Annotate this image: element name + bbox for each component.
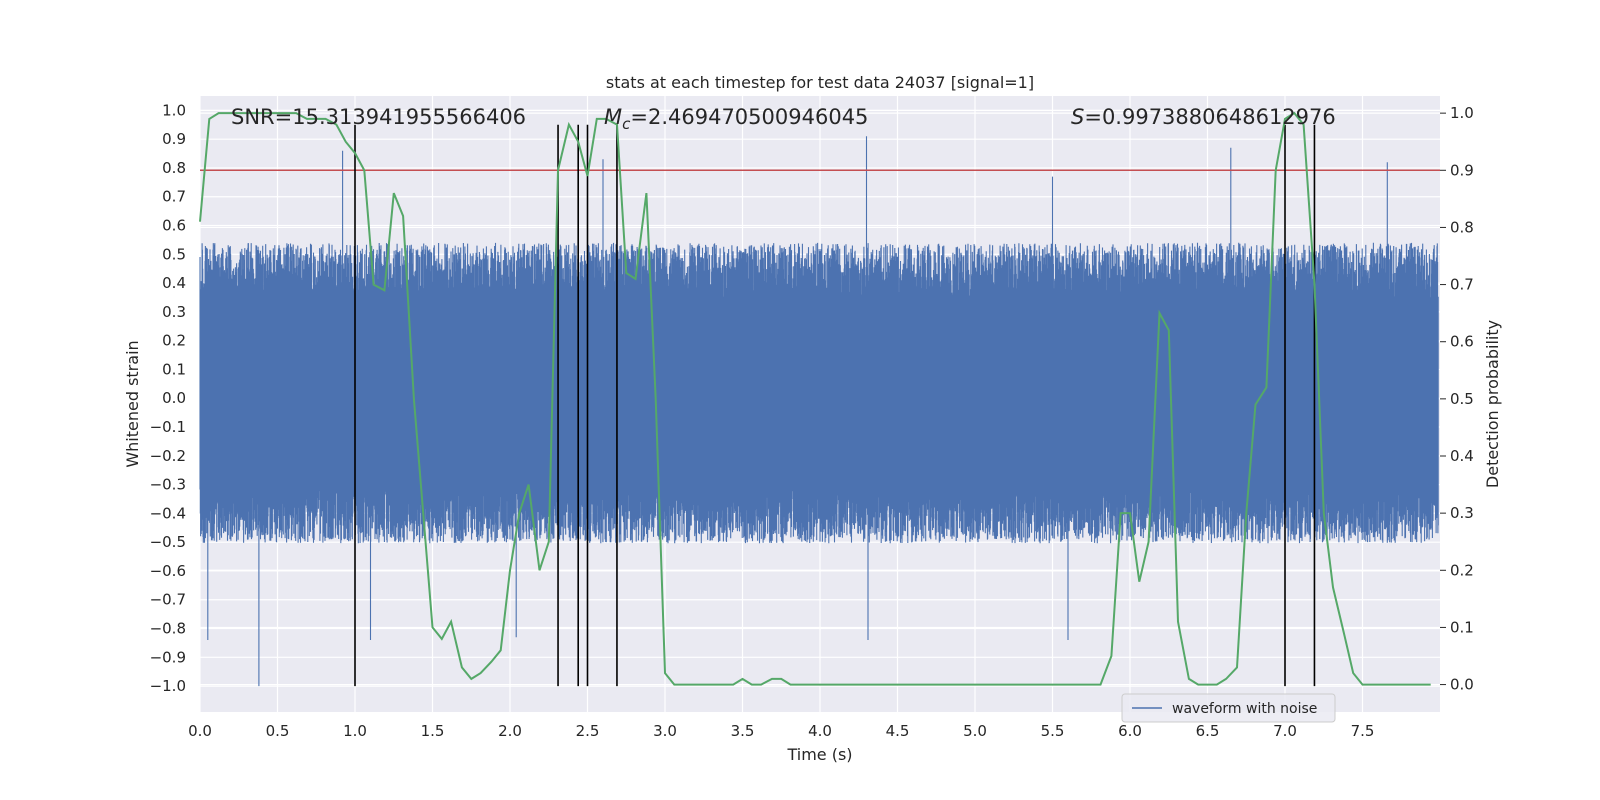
x-tick-label: 1.0 bbox=[343, 722, 367, 740]
x-tick-label: 5.0 bbox=[963, 722, 987, 740]
x-tick-label: 6.0 bbox=[1118, 722, 1142, 740]
y-left-tick-label: −0.2 bbox=[150, 447, 186, 465]
y-right-tick-label: 0.4 bbox=[1450, 447, 1474, 465]
x-tick-label: 7.5 bbox=[1351, 722, 1375, 740]
chirp-mass-value: =2.469470500946045 bbox=[630, 105, 868, 129]
y-left-tick-label: 0.8 bbox=[162, 159, 186, 177]
x-tick-label: 3.0 bbox=[653, 722, 677, 740]
x-axis-label: Time (s) bbox=[786, 745, 852, 764]
y-right-tick-label: 0.9 bbox=[1450, 161, 1474, 179]
legend-box bbox=[1121, 693, 1336, 723]
significance-symbol: S bbox=[1071, 105, 1084, 129]
y-right-tick-label: 1.0 bbox=[1450, 104, 1474, 122]
significance-value: =0.9973880648612976 bbox=[1084, 105, 1335, 129]
snr-annotation: SNR=15.313941955566406 bbox=[231, 105, 526, 129]
y-left-tick-label: −1.0 bbox=[150, 677, 186, 695]
y-left-tick-label: 0.1 bbox=[162, 360, 186, 378]
y-right-tick-label: 0.3 bbox=[1450, 504, 1474, 522]
probability-series bbox=[199, 111, 1431, 686]
y-right-tick-label: 0.5 bbox=[1450, 390, 1474, 408]
x-tick-label: 0.0 bbox=[188, 722, 212, 740]
y-left-tick-label: −0.4 bbox=[150, 504, 186, 522]
y-left-tick-label: 0.9 bbox=[162, 130, 186, 148]
x-tick-label: 2.5 bbox=[576, 722, 600, 740]
y-right-tick-label: 0.8 bbox=[1450, 218, 1474, 236]
x-tick-label: 1.5 bbox=[421, 722, 445, 740]
y-left-tick-label: −0.7 bbox=[150, 591, 186, 609]
y-left-tick-label: 0.7 bbox=[162, 188, 186, 206]
legend-label-waveform: waveform with noise bbox=[1172, 701, 1317, 717]
x-axis-ticks: 0.0 0.5 1.0 1.5 2.0 2.5 3.0 3.5 4.0 4.5 5.0 5.5 6.0 6… bbox=[188, 722, 1374, 740]
chirp-mass-subscript: c bbox=[622, 115, 631, 133]
y-left-tick-label: 0.4 bbox=[162, 274, 186, 292]
event-markers bbox=[354, 124, 1316, 687]
y-left-tick-label: 0.6 bbox=[162, 217, 186, 235]
y-left-axis-label: Whitened strain bbox=[123, 340, 142, 467]
y-left-tick-label: 0.2 bbox=[162, 332, 186, 350]
y-right-axis-ticks: 1.0 0.9 0.8 0.7 0.6 0.5 0.4 0.3 0.2 0.1 0.0 bbox=[1440, 104, 1474, 694]
y-left-tick-label: 1.0 bbox=[162, 101, 186, 119]
y-left-tick-label: 0.3 bbox=[162, 303, 186, 321]
y-right-tick-label: 0.1 bbox=[1450, 618, 1474, 636]
y-left-tick-label: −0.5 bbox=[150, 533, 186, 551]
y-left-tick-label: −0.6 bbox=[150, 562, 186, 580]
x-tick-label: 4.0 bbox=[808, 722, 832, 740]
chirp-mass-symbol: M bbox=[604, 105, 622, 129]
x-tick-label: 4.5 bbox=[886, 722, 910, 740]
x-tick-label: 3.5 bbox=[731, 722, 755, 740]
y-right-tick-label: 0.6 bbox=[1450, 333, 1474, 351]
y-right-tick-label: 0.0 bbox=[1450, 676, 1474, 694]
y-left-tick-label: −0.3 bbox=[150, 476, 186, 494]
y-right-tick-label: 0.7 bbox=[1450, 276, 1474, 294]
chirp-mass-annotation: Mc=2.469470500946045 bbox=[604, 105, 868, 133]
x-tick-label: 5.5 bbox=[1041, 722, 1065, 740]
y-left-tick-label: −0.8 bbox=[150, 620, 186, 638]
y-left-tick-label: −0.1 bbox=[150, 418, 186, 436]
x-tick-label: 7.0 bbox=[1273, 722, 1297, 740]
significance-annotation: S=0.9973880648612976 bbox=[1071, 105, 1336, 129]
y-left-tick-label: 0.0 bbox=[162, 389, 186, 407]
y-left-tick-label: −0.9 bbox=[150, 648, 186, 666]
y-left-tick-label: 0.5 bbox=[162, 245, 186, 263]
x-tick-label: 2.0 bbox=[498, 722, 522, 740]
y-right-tick-label: 0.2 bbox=[1450, 561, 1474, 579]
chart-title: stats at each timestep for test data 240… bbox=[606, 73, 1034, 92]
y-left-axis-ticks: 1.0 0.9 0.8 0.7 0.6 0.5 0.4 0.3 0.2 0.1 0.0 −0.1 −0.… bbox=[150, 101, 186, 695]
x-tick-label: 6.5 bbox=[1196, 722, 1220, 740]
waveform-series bbox=[199, 136, 1439, 687]
legend: waveform with noise bbox=[1121, 693, 1336, 723]
y-right-axis-label: Detection probability bbox=[1483, 320, 1502, 488]
x-tick-label: 0.5 bbox=[266, 722, 290, 740]
